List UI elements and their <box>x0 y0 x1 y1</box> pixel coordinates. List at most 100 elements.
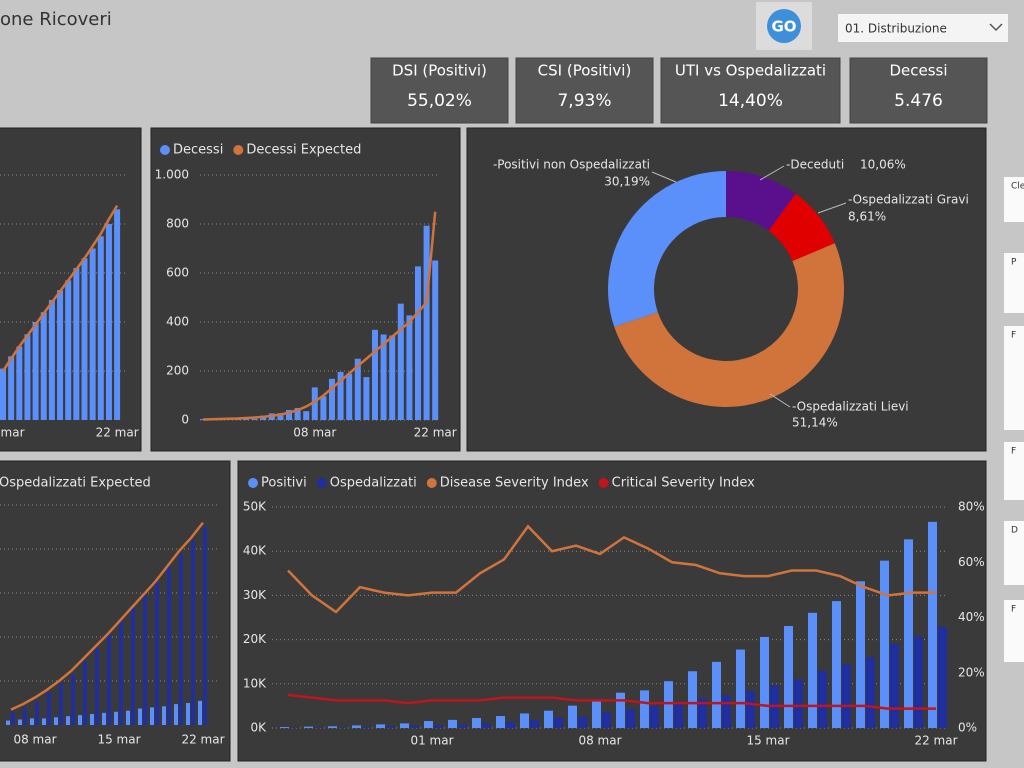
bar <box>81 258 88 420</box>
bar <box>354 358 361 420</box>
legend-label: Ospedalizzati <box>330 476 417 491</box>
bar <box>530 720 539 728</box>
bar <box>102 712 106 725</box>
dropdown-label: 01. Distribuzione <box>845 22 947 36</box>
bar <box>736 649 745 728</box>
bar <box>448 719 457 728</box>
slicer-label: P <box>1011 258 1017 268</box>
bar <box>842 664 851 728</box>
bar <box>320 396 327 420</box>
bar <box>277 413 284 420</box>
x-tick-label: 08 mar <box>293 426 336 440</box>
y-tick-label: 30K <box>243 588 267 602</box>
kpi-card <box>660 57 841 124</box>
legend-label: Positivi <box>261 476 307 491</box>
y-tick-label: 200 <box>166 364 189 378</box>
bar <box>32 322 39 420</box>
bar <box>107 634 111 725</box>
legend-marker <box>316 478 327 488</box>
bar <box>520 713 529 728</box>
x-tick-label: 22 mar <box>414 426 457 440</box>
bar <box>397 303 404 420</box>
slice-label: -Ospedalizzati Gravi <box>848 193 969 207</box>
slice-value: 8,61% <box>848 210 886 224</box>
slicer-label: F <box>1011 447 1016 457</box>
donut-slice <box>614 243 844 408</box>
bar <box>131 606 135 725</box>
legend-label: Ospedalizzati Expected <box>0 476 151 491</box>
bar <box>856 581 865 728</box>
bar <box>616 692 625 728</box>
bar <box>48 299 55 420</box>
bar <box>71 674 75 725</box>
bar <box>698 698 707 728</box>
legend-label: Disease Severity Index <box>440 476 589 491</box>
bar <box>286 409 292 420</box>
bar <box>126 710 130 725</box>
bar <box>938 626 947 728</box>
y-tick-label: 50K <box>243 500 267 514</box>
bar <box>544 710 553 728</box>
bar <box>155 582 159 725</box>
bar <box>251 418 258 420</box>
bar <box>16 346 23 420</box>
x-tick-label: 15 mar <box>746 734 789 748</box>
bar <box>760 636 769 728</box>
slicer-card <box>1004 253 1024 313</box>
bar <box>650 705 659 728</box>
bar <box>57 290 64 420</box>
slice-value: 10,06% <box>860 158 906 172</box>
dropdown[interactable] <box>838 14 1008 42</box>
y-tick-label: 0 <box>181 413 189 427</box>
legend-label: Critical Severity Index <box>612 476 756 491</box>
bar <box>482 723 491 728</box>
leader-line <box>769 393 791 408</box>
x-tick-label: 08 mar <box>13 733 56 747</box>
bar <box>54 717 58 725</box>
kpi-card <box>515 57 654 124</box>
go-label: GO <box>771 18 796 36</box>
panel <box>150 127 461 452</box>
legend-marker <box>598 478 609 488</box>
bar <box>380 334 387 420</box>
y-tick-label: 1.000 <box>155 168 189 182</box>
bar <box>712 661 721 728</box>
bar <box>578 716 587 728</box>
leader-line <box>759 165 785 181</box>
bar <box>179 553 183 725</box>
slicer-label: Cle <box>1011 182 1024 192</box>
bar <box>105 224 112 420</box>
bar <box>191 540 195 725</box>
bar <box>410 725 419 728</box>
bar <box>880 560 889 728</box>
bar <box>496 716 505 728</box>
bar <box>18 719 22 725</box>
bar <box>95 648 99 725</box>
y-tick-label: 800 <box>166 217 189 231</box>
bar <box>303 411 310 420</box>
bar <box>784 626 793 728</box>
bar <box>114 711 118 725</box>
bar <box>400 723 409 728</box>
bar <box>808 612 817 728</box>
x-tick-label: 01 mar <box>410 734 453 748</box>
bar <box>362 726 371 728</box>
bar <box>47 692 51 725</box>
leader-line <box>817 202 847 214</box>
bar <box>424 721 433 728</box>
bar <box>794 679 803 728</box>
x-tick-label: 08 mar <box>578 734 621 748</box>
bar <box>664 681 673 728</box>
bar <box>30 718 34 725</box>
bar <box>311 387 318 420</box>
bar <box>928 521 937 728</box>
bar <box>434 725 443 728</box>
line <box>10 521 204 711</box>
bar <box>314 727 323 728</box>
y2-tick-label: 0% <box>958 721 977 735</box>
bar <box>415 266 421 420</box>
slicer-card <box>1004 521 1024 585</box>
legend-label: Decessi Expected <box>246 143 361 158</box>
slicer-card <box>1004 600 1024 662</box>
